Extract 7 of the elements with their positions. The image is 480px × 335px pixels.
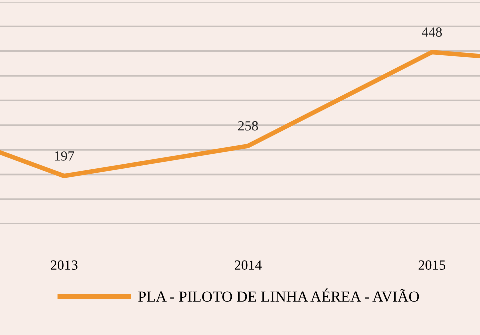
data-label: 258 (238, 121, 258, 131)
x-tick-label: 2015 (418, 260, 446, 270)
data-label: 197 (55, 152, 74, 161)
legend-label: PLA - PILOTO DE LINHA AÉREA - AVIÃO (138, 288, 420, 302)
data-label: 448 (422, 28, 442, 38)
x-tick-label: 2013 (51, 260, 78, 270)
x-tick-label: 2014 (234, 260, 262, 270)
